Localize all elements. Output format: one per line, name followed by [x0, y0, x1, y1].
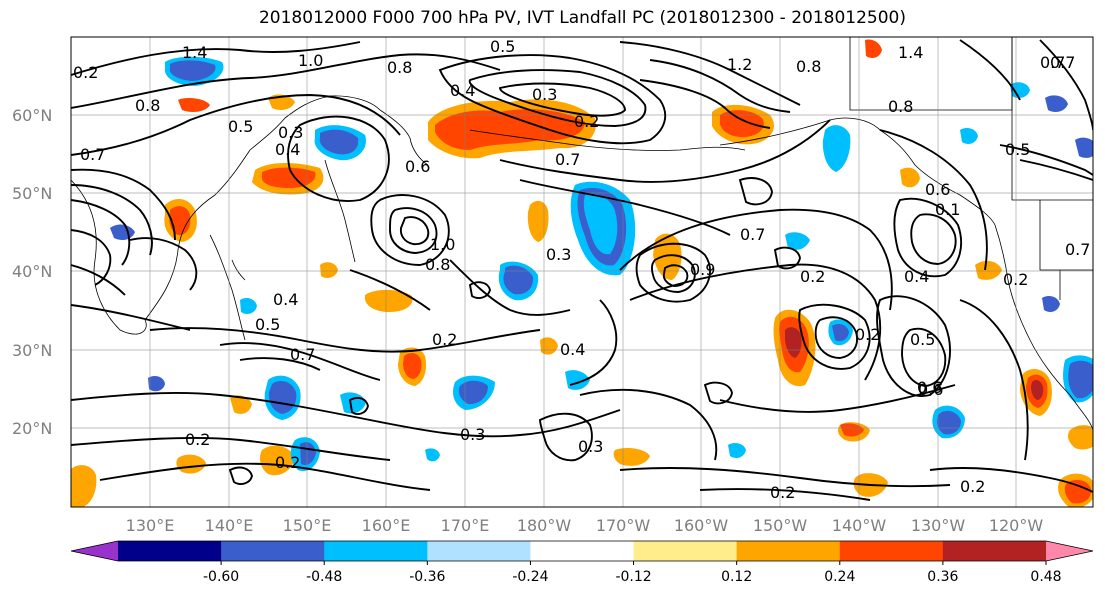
colorbar-tick-label: -0.24	[512, 569, 548, 585]
contour-label: 0.8	[796, 57, 821, 76]
contour-label: 1.0	[298, 51, 323, 70]
contour-label: 0.4	[275, 140, 300, 159]
colorbar-tick-label: 0.36	[927, 569, 958, 585]
contour-label: 0.2	[185, 430, 210, 449]
contour-label: 0.1	[935, 200, 960, 219]
latitude-axis: 60°N 50°N 40°N 30°N 20°N	[12, 106, 52, 438]
colorbar-tick-labels: -0.60 -0.48 -0.36 -0.24 -0.12 0.12 0.24 0.36 0.4…	[203, 561, 1062, 585]
map-plot-area: 1.4 1.0 0.8 0.5 0.4 1.2 0.8 1.4 0.8 0.7 …	[71, 37, 1093, 507]
contour-label: 0.5	[490, 37, 515, 56]
contour-label: 0.8	[888, 97, 913, 116]
contour-label: 0.7	[80, 145, 105, 164]
colorbar-segment	[839, 541, 944, 561]
contour-label: 0.2	[1003, 270, 1028, 289]
coastlines	[71, 37, 1093, 431]
lon-tick-label: 140°W	[832, 516, 887, 535]
contour-label: 0.5	[228, 117, 253, 136]
lat-tick-label: 60°N	[12, 106, 52, 125]
contour-label: 1.4	[182, 43, 207, 62]
colorbar	[70, 540, 1094, 562]
colorbar-tick-label: -0.48	[306, 569, 342, 585]
colorbar-segment	[736, 541, 841, 561]
contour-label: 0.3	[278, 123, 303, 142]
contour-label: 0.2	[275, 453, 300, 472]
contour-label: 0.6	[405, 157, 430, 176]
contour-label: 1.0	[430, 235, 455, 254]
contour-label: 0.6	[925, 180, 950, 199]
contour-label: 0.7	[555, 150, 580, 169]
contour-label: 0.7	[1040, 53, 1065, 72]
contour-label: 1.2	[727, 55, 752, 74]
contour-label: 0.2	[960, 477, 985, 496]
contour-label: 0.2	[770, 483, 795, 502]
longitude-axis: 130°E 140°E 150°E 160°E 170°E 180°W 170°…	[126, 516, 1044, 535]
colorbar-outline	[70, 540, 1094, 562]
colorbar-segment	[633, 541, 738, 561]
contour-label: 0.7	[1050, 53, 1075, 72]
contour-label: 0.2	[855, 325, 880, 344]
contour-label: 0.3	[532, 85, 557, 104]
colorbar-segment	[324, 541, 428, 561]
contour-label: 0.2	[432, 330, 457, 349]
contour-label: 0.6	[917, 378, 942, 397]
lon-tick-label: 170°E	[441, 516, 490, 535]
lat-tick-label: 20°N	[12, 419, 52, 438]
colorbar-tick-label: 0.24	[824, 569, 855, 585]
lon-tick-label: 180°W	[517, 516, 572, 535]
contour-label: 0.7	[740, 225, 765, 244]
contour-label: 0.5	[255, 315, 280, 334]
lon-tick-label: 130°E	[126, 516, 175, 535]
map-title: 2018012000 F000 700 hPa PV, IVT Landfall…	[258, 8, 906, 28]
lat-tick-label: 40°N	[12, 262, 52, 281]
contour-label: 0.6	[918, 380, 943, 399]
colorbar-segment	[221, 541, 325, 561]
contour-label: 0.3	[546, 245, 571, 264]
contour-label: 0.8	[387, 58, 412, 77]
colorbar-tick-label: 0.48	[1030, 569, 1061, 585]
contour-label: 0.2	[574, 112, 599, 131]
lon-tick-label: 120°W	[989, 516, 1044, 535]
contour-label: 0.7	[290, 345, 315, 364]
contour-label: 0.3	[578, 437, 603, 456]
map-frame	[70, 36, 1094, 508]
pv-negative-shading	[110, 56, 1093, 472]
contour-label: 0.2	[800, 267, 825, 286]
colorbar-segment	[71, 541, 118, 561]
lat-tick-label: 30°N	[12, 341, 52, 360]
contour-label: 0.2	[73, 63, 98, 82]
contour-label: 1.4	[898, 43, 923, 62]
colorbar-tick-label: -0.36	[409, 569, 445, 585]
lon-tick-label: 150°W	[753, 516, 808, 535]
ivt-contours	[71, 39, 1093, 501]
colorbar-segment	[427, 541, 531, 561]
colorbar-segment	[942, 541, 1047, 561]
contour-label: 0.8	[135, 96, 160, 115]
contour-label: 0.7	[1065, 240, 1090, 259]
colorbar-tick-label: -0.60	[203, 569, 239, 585]
lon-tick-label: 140°E	[205, 516, 254, 535]
contour-label: 0.5	[910, 330, 935, 349]
colorbar-segment	[530, 541, 635, 561]
contour-label: 0.8	[425, 255, 450, 274]
colorbar-tick-label: -0.12	[615, 569, 651, 585]
contour-label: 0.3	[460, 425, 485, 444]
ivt-contour-labels: 1.4 1.0 0.8 0.5 0.4 1.2 0.8 1.4 0.8 0.7 …	[73, 37, 1090, 502]
lon-tick-label: 150°E	[283, 516, 332, 535]
contour-label: 0.4	[904, 267, 929, 286]
lon-tick-label: 160°E	[362, 516, 411, 535]
contour-label: 0.4	[560, 340, 585, 359]
lon-tick-label: 130°W	[911, 516, 966, 535]
colorbar-segment	[1046, 541, 1093, 561]
contour-label: 0.4	[273, 290, 298, 309]
colorbar-segment	[118, 541, 222, 561]
lon-tick-label: 170°W	[596, 516, 651, 535]
contour-label: 0.9	[690, 260, 715, 279]
lon-tick-label: 160°W	[674, 516, 729, 535]
contour-label: 0.5	[1005, 140, 1030, 159]
contour-label: 0.4	[450, 81, 475, 100]
colorbar-tick-label: 0.12	[721, 569, 752, 585]
lat-tick-label: 50°N	[12, 184, 52, 203]
